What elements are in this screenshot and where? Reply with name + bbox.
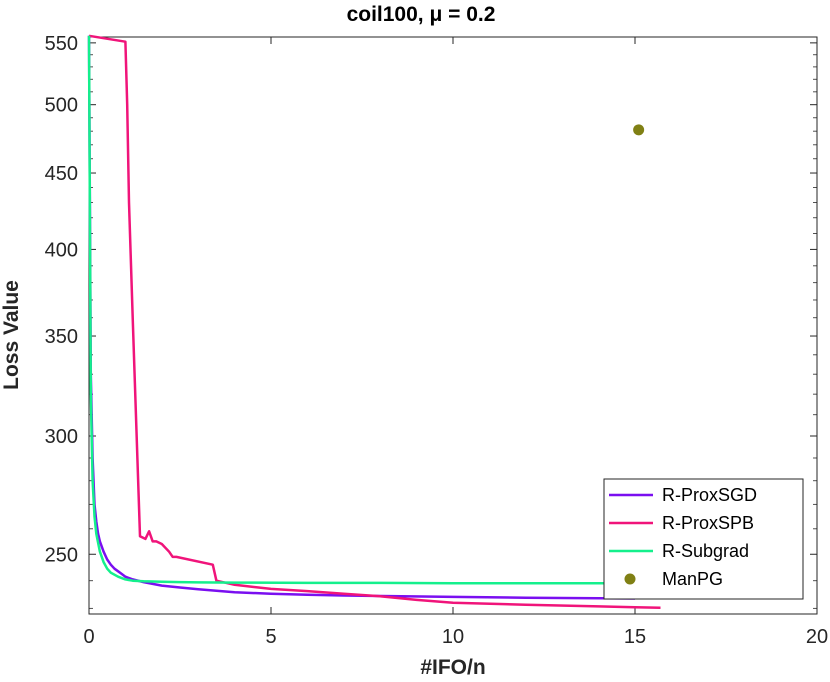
y-tick-label: 300	[45, 426, 78, 448]
legend-label-r-proxsgd: R-ProxSGD	[662, 485, 757, 505]
y-tick-label: 550	[45, 33, 78, 55]
legend-box	[603, 478, 804, 600]
x-tick-label: 5	[265, 626, 276, 648]
x-axis-title: #IFO/n	[420, 656, 485, 679]
r-proxsgd-line	[87, 35, 636, 600]
x-tick-label: 15	[624, 626, 646, 648]
x-tick-label: 10	[442, 626, 464, 648]
legend-swatch-manpg	[624, 573, 636, 585]
y-tick-label: 400	[45, 239, 78, 261]
legend-label-manpg: ManPG	[662, 569, 723, 589]
axis-ticks: 0 5 10 15 20 250 300 350 400 450 500 550	[45, 33, 829, 648]
manpg-point	[633, 124, 645, 136]
r-subgrad-line	[87, 35, 635, 585]
y-tick-label: 250	[45, 544, 78, 566]
y-tick-label: 350	[45, 326, 78, 348]
legend-label-r-proxspb: R-ProxSPB	[662, 513, 754, 533]
legend-label-r-subgrad: R-Subgrad	[662, 541, 749, 561]
y-tick-label: 500	[45, 95, 78, 117]
series-lines	[87, 34, 661, 610]
r-proxspb-line	[88, 34, 661, 610]
y-tick-label: 450	[45, 163, 78, 185]
x-tick-label: 0	[83, 626, 94, 648]
x-tick-label: 20	[806, 626, 828, 648]
legend: R-ProxSGD R-ProxSPB R-Subgrad ManPG	[603, 478, 804, 600]
y-axis-title: Loss Value	[0, 280, 23, 390]
chart-title: coil100, μ = 0.2	[347, 3, 496, 26]
